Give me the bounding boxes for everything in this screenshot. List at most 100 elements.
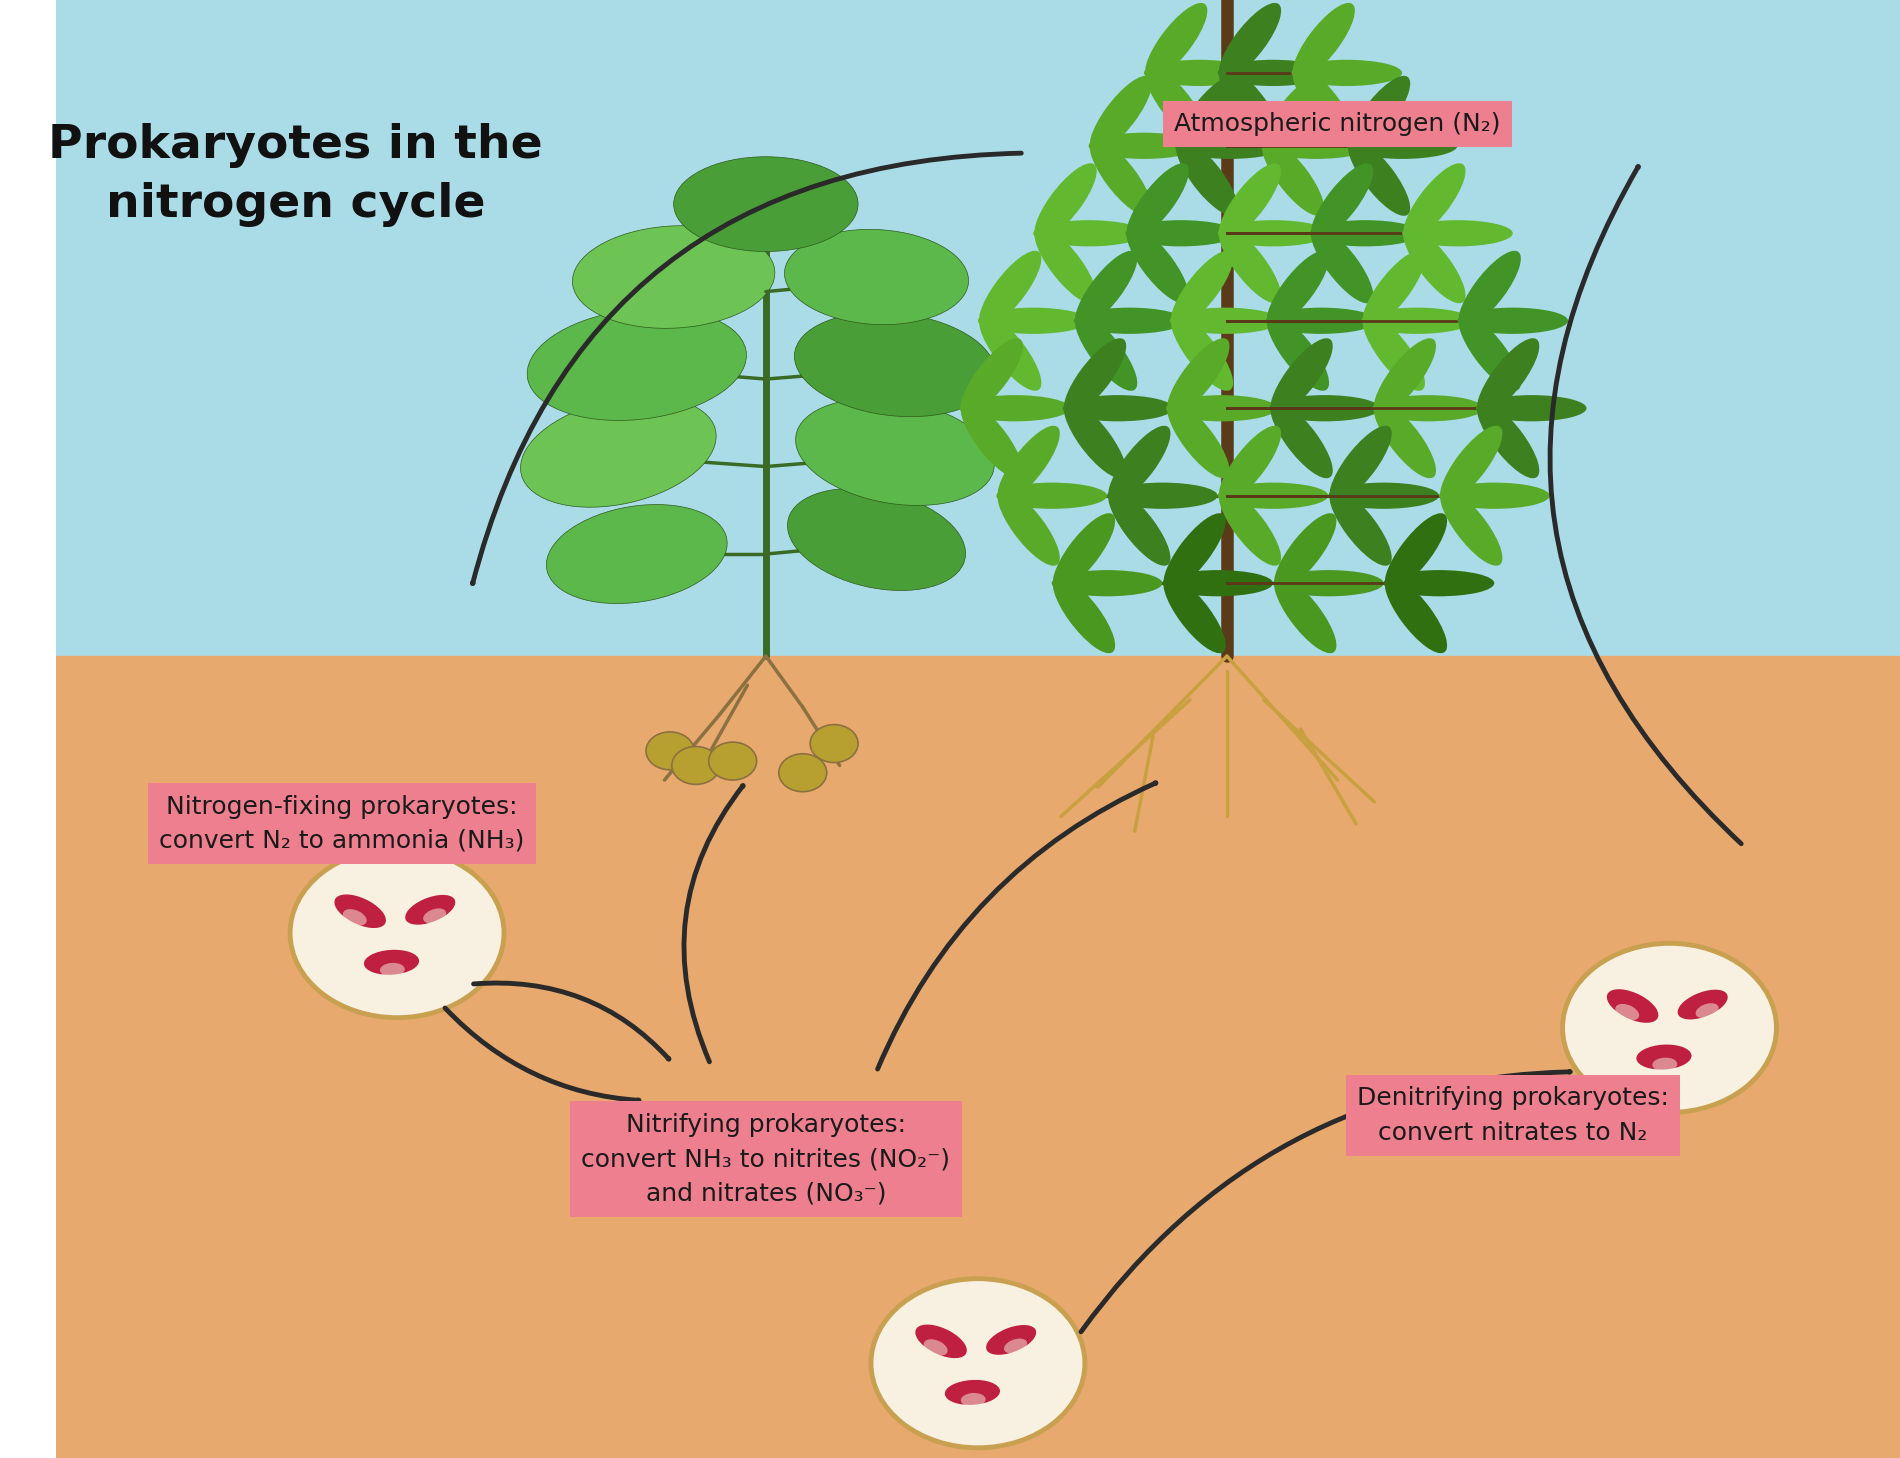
Ellipse shape xyxy=(1385,576,1448,653)
Ellipse shape xyxy=(1163,570,1273,596)
Ellipse shape xyxy=(1402,220,1512,246)
Ellipse shape xyxy=(996,483,1108,509)
Ellipse shape xyxy=(1330,426,1393,503)
Ellipse shape xyxy=(1167,401,1229,478)
Ellipse shape xyxy=(1476,401,1539,478)
Ellipse shape xyxy=(1328,483,1438,509)
Ellipse shape xyxy=(1075,313,1138,391)
Ellipse shape xyxy=(1108,483,1218,509)
Text: Denitrifying prokaryotes:
convert nitrates to N₂: Denitrifying prokaryotes: convert nitrat… xyxy=(1357,1086,1668,1145)
Ellipse shape xyxy=(1218,426,1281,503)
Ellipse shape xyxy=(1292,3,1355,80)
Circle shape xyxy=(779,754,826,792)
Ellipse shape xyxy=(1218,3,1281,80)
Ellipse shape xyxy=(1034,220,1144,246)
Ellipse shape xyxy=(1292,60,1402,86)
Ellipse shape xyxy=(1311,226,1374,303)
Ellipse shape xyxy=(978,251,1041,328)
FancyArrowPatch shape xyxy=(684,786,743,1061)
Ellipse shape xyxy=(1347,76,1410,153)
Ellipse shape xyxy=(1695,1003,1720,1018)
Bar xyxy=(55,656,1900,1458)
Ellipse shape xyxy=(365,949,420,975)
Ellipse shape xyxy=(1262,76,1324,153)
Circle shape xyxy=(809,725,859,763)
FancyArrowPatch shape xyxy=(445,1007,638,1101)
Ellipse shape xyxy=(1218,60,1328,86)
Ellipse shape xyxy=(1108,426,1170,503)
Text: Nitrogen-fixing prokaryotes:
convert N₂ to ammonia (NH₃): Nitrogen-fixing prokaryotes: convert N₂ … xyxy=(160,795,524,853)
Ellipse shape xyxy=(916,1324,967,1359)
Circle shape xyxy=(673,746,720,784)
Bar xyxy=(55,0,1900,656)
Ellipse shape xyxy=(1311,163,1374,241)
Ellipse shape xyxy=(1053,576,1115,653)
Ellipse shape xyxy=(1678,990,1727,1019)
FancyArrowPatch shape xyxy=(1550,166,1740,844)
Ellipse shape xyxy=(1167,395,1277,421)
Ellipse shape xyxy=(998,426,1060,503)
Ellipse shape xyxy=(961,401,1022,478)
Ellipse shape xyxy=(1267,251,1330,328)
Ellipse shape xyxy=(1383,570,1493,596)
Ellipse shape xyxy=(1269,395,1379,421)
Ellipse shape xyxy=(334,894,386,929)
Ellipse shape xyxy=(1615,1005,1640,1021)
Ellipse shape xyxy=(796,398,994,506)
Ellipse shape xyxy=(1146,66,1206,143)
Ellipse shape xyxy=(1636,1044,1691,1070)
Ellipse shape xyxy=(1404,226,1465,303)
Ellipse shape xyxy=(424,908,446,923)
Ellipse shape xyxy=(998,488,1060,566)
Circle shape xyxy=(870,1279,1085,1448)
Circle shape xyxy=(646,732,693,770)
Ellipse shape xyxy=(1034,163,1096,241)
Ellipse shape xyxy=(1074,308,1184,334)
Ellipse shape xyxy=(1275,513,1336,590)
FancyArrowPatch shape xyxy=(473,983,669,1059)
Ellipse shape xyxy=(1459,251,1520,328)
Ellipse shape xyxy=(1108,488,1170,566)
Ellipse shape xyxy=(1262,139,1324,216)
Ellipse shape xyxy=(1218,66,1281,143)
Ellipse shape xyxy=(1053,513,1115,590)
Ellipse shape xyxy=(1374,401,1436,478)
Ellipse shape xyxy=(1372,395,1484,421)
Ellipse shape xyxy=(1265,308,1376,334)
Ellipse shape xyxy=(1438,483,1550,509)
Ellipse shape xyxy=(1170,313,1233,391)
Ellipse shape xyxy=(1459,313,1520,391)
Ellipse shape xyxy=(1275,576,1336,653)
Text: Atmospheric nitrogen (N₂): Atmospheric nitrogen (N₂) xyxy=(1174,112,1501,136)
Ellipse shape xyxy=(674,157,859,251)
Ellipse shape xyxy=(1089,133,1199,159)
Ellipse shape xyxy=(1163,576,1226,653)
Ellipse shape xyxy=(1091,139,1151,216)
Ellipse shape xyxy=(960,395,1070,421)
Ellipse shape xyxy=(1271,338,1332,416)
Ellipse shape xyxy=(923,1340,948,1356)
Ellipse shape xyxy=(1347,133,1457,159)
Circle shape xyxy=(709,742,756,780)
Ellipse shape xyxy=(1174,133,1284,159)
FancyArrowPatch shape xyxy=(473,153,1022,583)
Ellipse shape xyxy=(1163,513,1226,590)
Ellipse shape xyxy=(521,397,716,507)
Ellipse shape xyxy=(1003,1338,1028,1353)
Ellipse shape xyxy=(1170,308,1281,334)
Ellipse shape xyxy=(1309,220,1421,246)
Ellipse shape xyxy=(1362,308,1472,334)
Ellipse shape xyxy=(1075,251,1138,328)
Text: Prokaryotes in the
nitrogen cycle: Prokaryotes in the nitrogen cycle xyxy=(48,122,543,227)
Ellipse shape xyxy=(1457,308,1567,334)
Ellipse shape xyxy=(978,308,1089,334)
Ellipse shape xyxy=(1292,66,1355,143)
Ellipse shape xyxy=(1404,163,1465,241)
Ellipse shape xyxy=(961,1392,986,1407)
Ellipse shape xyxy=(1064,338,1127,416)
Ellipse shape xyxy=(1273,570,1383,596)
Ellipse shape xyxy=(1062,395,1174,421)
Ellipse shape xyxy=(1262,133,1372,159)
Ellipse shape xyxy=(787,488,965,590)
Ellipse shape xyxy=(1127,163,1189,241)
